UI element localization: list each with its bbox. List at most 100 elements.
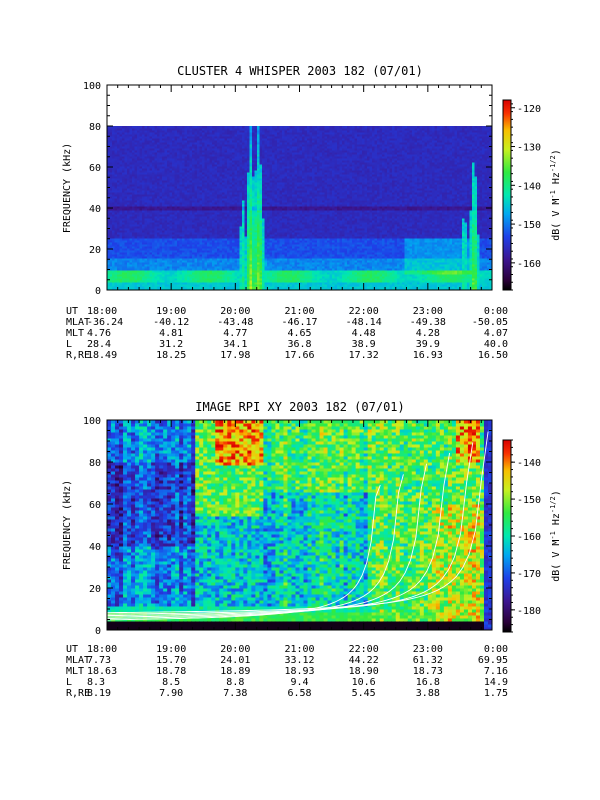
heatmap-cell bbox=[177, 126, 180, 129]
heatmap-cell bbox=[167, 208, 170, 211]
heatmap-cell bbox=[142, 264, 145, 267]
heatmap-cell bbox=[114, 182, 118, 185]
heatmap-cell bbox=[177, 182, 180, 185]
heatmap-cell bbox=[204, 232, 208, 235]
heatmap-cell bbox=[112, 212, 115, 215]
heatmap-cell bbox=[199, 158, 203, 161]
heatmap-cell bbox=[119, 146, 123, 149]
heatmap-cell bbox=[124, 264, 128, 267]
heatmap-cell bbox=[139, 266, 143, 269]
heatmap-cell bbox=[209, 262, 213, 265]
heatmap-cell bbox=[147, 198, 150, 201]
heatmap-cell bbox=[187, 126, 190, 129]
heatmap-cell bbox=[132, 174, 135, 177]
heatmap-cell bbox=[109, 252, 113, 255]
heatmap-cell bbox=[109, 192, 113, 195]
heatmap-cell bbox=[209, 194, 213, 197]
heatmap-cell bbox=[204, 190, 208, 193]
heatmap-cell bbox=[212, 222, 215, 225]
heatmap-cell bbox=[112, 134, 115, 137]
heatmap-cell bbox=[122, 194, 125, 197]
heatmap-cell bbox=[174, 266, 178, 269]
heatmap-cell bbox=[179, 130, 183, 133]
heatmap-cell bbox=[142, 246, 145, 249]
heatmap-cell bbox=[164, 208, 168, 211]
heatmap-cell bbox=[157, 282, 160, 285]
heatmap-cell bbox=[207, 128, 210, 131]
heatmap-cell bbox=[197, 218, 200, 221]
heatmap-cell bbox=[112, 160, 115, 163]
heatmap-cell bbox=[114, 220, 118, 223]
heatmap-cell bbox=[187, 246, 190, 249]
heatmap-cell bbox=[174, 154, 178, 157]
heatmap-cell bbox=[157, 200, 160, 203]
heatmap-cell bbox=[189, 176, 193, 179]
heatmap-cell bbox=[219, 266, 223, 269]
heatmap-cell bbox=[192, 288, 195, 291]
heatmap-cell bbox=[212, 224, 215, 227]
heatmap-cell bbox=[212, 154, 215, 157]
heatmap-cell bbox=[207, 230, 210, 233]
heatmap-cell bbox=[154, 166, 158, 169]
heatmap-cell bbox=[119, 196, 123, 199]
heatmap-cell bbox=[187, 204, 190, 207]
heatmap-cell bbox=[137, 222, 140, 225]
heatmap-cell bbox=[164, 252, 168, 255]
heatmap-cell bbox=[204, 174, 208, 177]
heatmap-cell bbox=[177, 222, 180, 225]
heatmap-cell bbox=[212, 270, 215, 273]
heatmap-cell bbox=[127, 252, 130, 255]
heatmap-cell bbox=[167, 250, 170, 253]
heatmap-cell bbox=[222, 288, 225, 291]
heatmap-cell bbox=[124, 218, 128, 221]
heatmap-cell bbox=[177, 228, 180, 231]
heatmap-cell bbox=[197, 254, 200, 257]
heatmap-cell bbox=[199, 194, 203, 197]
heatmap-cell bbox=[182, 162, 185, 165]
heatmap-cell bbox=[132, 192, 135, 195]
heatmap-cell bbox=[177, 248, 180, 251]
heatmap-cell bbox=[222, 160, 225, 163]
heatmap-cell bbox=[179, 254, 183, 257]
heatmap-cell bbox=[207, 212, 210, 215]
heatmap-cell bbox=[114, 282, 118, 285]
heatmap-cell bbox=[164, 164, 168, 167]
heatmap-cell bbox=[182, 146, 185, 149]
heatmap-cell bbox=[142, 152, 145, 155]
heatmap-cell bbox=[109, 288, 113, 291]
heatmap-cell bbox=[224, 176, 228, 179]
heatmap-cell bbox=[139, 168, 143, 171]
heatmap-cell bbox=[174, 194, 178, 197]
heatmap-cell bbox=[107, 162, 110, 165]
heatmap-cell bbox=[219, 258, 223, 261]
heatmap-cell bbox=[117, 288, 120, 291]
heatmap-cell bbox=[194, 158, 198, 161]
heatmap-cell bbox=[164, 264, 168, 267]
heatmap-cell bbox=[142, 236, 145, 239]
heatmap-cell bbox=[204, 222, 208, 225]
heatmap-cell bbox=[134, 174, 138, 177]
heatmap-cell bbox=[117, 198, 120, 201]
heatmap-cell bbox=[134, 200, 138, 203]
heatmap-cell bbox=[222, 280, 225, 283]
heatmap-cell bbox=[127, 174, 130, 177]
heatmap-cell bbox=[182, 134, 185, 137]
heatmap-cell bbox=[122, 136, 125, 139]
heatmap-cell bbox=[199, 280, 203, 283]
heatmap-cell bbox=[152, 160, 155, 163]
heatmap-cell bbox=[177, 146, 180, 149]
heatmap-cell bbox=[129, 284, 133, 287]
heatmap-cell bbox=[109, 234, 113, 237]
heatmap-cell bbox=[197, 192, 200, 195]
heatmap-cell bbox=[162, 170, 165, 173]
heatmap-cell bbox=[194, 164, 198, 167]
heatmap-cell bbox=[114, 274, 118, 277]
heatmap-cell bbox=[132, 158, 135, 161]
heatmap-cell bbox=[117, 208, 120, 211]
heatmap-cell bbox=[124, 220, 128, 223]
heatmap-cell bbox=[157, 150, 160, 153]
heatmap-cell bbox=[129, 188, 133, 191]
heatmap-cell bbox=[177, 144, 180, 147]
heatmap-cell bbox=[147, 230, 150, 233]
heatmap-cell bbox=[219, 220, 223, 223]
